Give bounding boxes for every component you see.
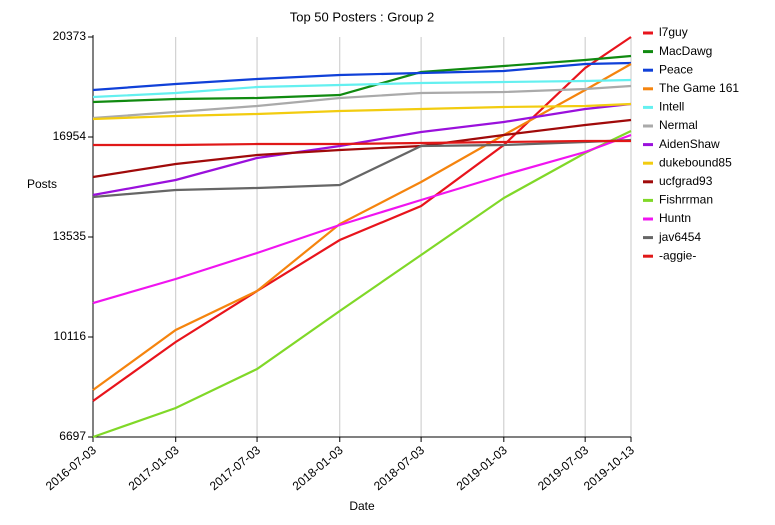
y-tick-label: 20373 xyxy=(53,29,87,43)
legend-label: Peace xyxy=(659,62,693,76)
legend-label: Fishrrman xyxy=(659,193,713,207)
x-tick-label: 2019-01-03 xyxy=(454,443,510,493)
legend-label: AidenShaw xyxy=(659,137,720,151)
legend-label: MacDawg xyxy=(659,44,712,58)
y-tick-label: 16954 xyxy=(53,129,87,143)
x-tick-label: 2018-07-03 xyxy=(371,443,427,493)
series-line xyxy=(92,118,632,179)
series-line xyxy=(92,84,632,120)
series-line xyxy=(92,130,632,439)
legend-label: Intell xyxy=(659,100,684,114)
series-line xyxy=(92,63,632,391)
legend-label: dukebound85 xyxy=(659,155,732,169)
series-line xyxy=(93,139,631,147)
series-line xyxy=(92,133,632,305)
legend-label: jav6454 xyxy=(658,230,701,244)
legend-label: l7guy xyxy=(659,25,688,39)
legend-label: ucfgrad93 xyxy=(659,174,713,188)
legend-label: Nermal xyxy=(659,118,698,132)
series-line xyxy=(92,78,632,99)
series-line xyxy=(92,138,632,199)
y-tick-label: 10116 xyxy=(54,329,87,343)
legend-label: Huntn xyxy=(659,211,691,225)
x-tick-label: 2017-07-03 xyxy=(207,443,263,493)
legend-label: The Game 161 xyxy=(659,81,739,95)
series-line xyxy=(92,102,632,197)
x-axis-label: Date xyxy=(349,499,375,513)
x-tick-label: 2017-01-03 xyxy=(126,443,182,493)
legend-label: -aggie- xyxy=(659,248,696,262)
y-axis-label: Posts xyxy=(27,177,57,191)
series-line xyxy=(92,54,632,104)
series-line xyxy=(92,102,632,121)
x-tick-label: 2016-07-03 xyxy=(43,443,99,493)
x-tick-label: 2019-10-13 xyxy=(581,443,637,493)
chart-title: Top 50 Posters : Group 2 xyxy=(290,9,435,24)
y-tick-label: 6697 xyxy=(59,429,86,443)
y-tick-label: 13535 xyxy=(53,229,87,243)
x-tick-label: 2018-01-03 xyxy=(290,443,346,493)
series-line xyxy=(92,61,632,92)
